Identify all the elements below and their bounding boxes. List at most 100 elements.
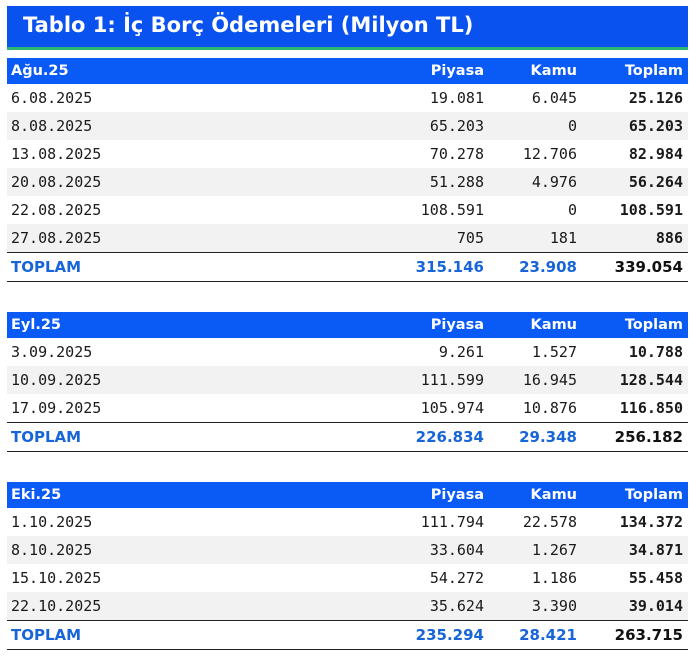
column-header-kamu: Kamu bbox=[530, 487, 577, 503]
period-label: Ağu.25 bbox=[11, 63, 69, 79]
kamu-cell: 3.390 bbox=[531, 597, 577, 615]
total-row: TOPLAM 226.834 29.348 256.182 bbox=[7, 422, 688, 452]
column-header-piyasa: Piyasa bbox=[430, 317, 484, 333]
period-label: Eyl.25 bbox=[11, 317, 62, 333]
date-cell: 17.09.2025 bbox=[11, 399, 102, 417]
total-toplam: 263.715 bbox=[614, 626, 683, 644]
table-header: Ağu.25 Piyasa Kamu Toplam bbox=[7, 58, 688, 84]
piyasa-cell: 111.599 bbox=[420, 371, 484, 389]
piyasa-cell: 54.272 bbox=[429, 569, 484, 587]
table-august: Ağu.25 Piyasa Kamu Toplam 6.08.2025 19.081 6.0… bbox=[7, 58, 688, 282]
kamu-cell: 181 bbox=[549, 229, 577, 247]
title-bar: Tablo 1: İç Borç Ödemeleri (Milyon TL) bbox=[7, 6, 688, 50]
total-label: TOPLAM bbox=[11, 258, 82, 276]
table-row: 22.10.2025 35.624 3.390 39.014 bbox=[7, 592, 688, 620]
toplam-cell: 39.014 bbox=[628, 597, 683, 615]
date-cell: 1.10.2025 bbox=[11, 513, 93, 531]
kamu-cell: 4.976 bbox=[531, 173, 577, 191]
table-row: 6.08.2025 19.081 6.045 25.126 bbox=[7, 84, 688, 112]
date-cell: 22.10.2025 bbox=[11, 597, 102, 615]
total-row: TOPLAM 235.294 28.421 263.715 bbox=[7, 620, 688, 650]
date-cell: 8.10.2025 bbox=[11, 541, 93, 559]
column-header-toplam: Toplam bbox=[624, 487, 683, 503]
date-cell: 6.08.2025 bbox=[11, 89, 93, 107]
piyasa-cell: 108.591 bbox=[420, 201, 484, 219]
piyasa-cell: 19.081 bbox=[429, 89, 484, 107]
total-kamu: 23.908 bbox=[519, 258, 577, 276]
kamu-cell: 1.267 bbox=[531, 541, 577, 559]
toplam-cell: 55.458 bbox=[628, 569, 683, 587]
table-row: 1.10.2025 111.794 22.578 134.372 bbox=[7, 508, 688, 536]
table-row: 20.08.2025 51.288 4.976 56.264 bbox=[7, 168, 688, 196]
date-cell: 10.09.2025 bbox=[11, 371, 102, 389]
toplam-cell: 34.871 bbox=[628, 541, 683, 559]
total-row: TOPLAM 315.146 23.908 339.054 bbox=[7, 252, 688, 282]
column-header-piyasa: Piyasa bbox=[430, 63, 484, 79]
column-header-kamu: Kamu bbox=[530, 317, 577, 333]
piyasa-cell: 35.624 bbox=[429, 597, 484, 615]
table-header: Eyl.25 Piyasa Kamu Toplam bbox=[7, 312, 688, 338]
total-kamu: 28.421 bbox=[519, 626, 577, 644]
kamu-cell: 1.527 bbox=[531, 343, 577, 361]
column-header-piyasa: Piyasa bbox=[430, 487, 484, 503]
piyasa-cell: 111.794 bbox=[420, 513, 484, 531]
period-label: Eki.25 bbox=[11, 487, 62, 503]
table-row: 13.08.2025 70.278 12.706 82.984 bbox=[7, 140, 688, 168]
column-header-kamu: Kamu bbox=[530, 63, 577, 79]
date-cell: 8.08.2025 bbox=[11, 117, 93, 135]
piyasa-cell: 9.261 bbox=[438, 343, 484, 361]
table-header: Eki.25 Piyasa Kamu Toplam bbox=[7, 482, 688, 508]
piyasa-cell: 705 bbox=[456, 229, 484, 247]
table-row: 17.09.2025 105.974 10.876 116.850 bbox=[7, 394, 688, 422]
total-toplam: 256.182 bbox=[614, 428, 683, 446]
column-header-toplam: Toplam bbox=[624, 63, 683, 79]
table-row: 3.09.2025 9.261 1.527 10.788 bbox=[7, 338, 688, 366]
toplam-cell: 128.544 bbox=[619, 371, 683, 389]
date-cell: 3.09.2025 bbox=[11, 343, 93, 361]
kamu-cell: 10.876 bbox=[522, 399, 577, 417]
table-september: Eyl.25 Piyasa Kamu Toplam 3.09.2025 9.261 1.52… bbox=[7, 312, 688, 452]
piyasa-cell: 105.974 bbox=[420, 399, 484, 417]
kamu-cell: 22.578 bbox=[522, 513, 577, 531]
toplam-cell: 116.850 bbox=[619, 399, 683, 417]
table-row: 8.10.2025 33.604 1.267 34.871 bbox=[7, 536, 688, 564]
toplam-cell: 108.591 bbox=[619, 201, 683, 219]
table-row: 15.10.2025 54.272 1.186 55.458 bbox=[7, 564, 688, 592]
page-title: Tablo 1: İç Borç Ödemeleri (Milyon TL) bbox=[23, 13, 474, 37]
date-cell: 27.08.2025 bbox=[11, 229, 102, 247]
date-cell: 22.08.2025 bbox=[11, 201, 102, 219]
total-piyasa: 226.834 bbox=[415, 428, 484, 446]
kamu-cell: 16.945 bbox=[522, 371, 577, 389]
toplam-cell: 65.203 bbox=[628, 117, 683, 135]
table-row: 27.08.2025 705 181 886 bbox=[7, 224, 688, 252]
total-piyasa: 315.146 bbox=[415, 258, 484, 276]
total-toplam: 339.054 bbox=[614, 258, 683, 276]
table-october: Eki.25 Piyasa Kamu Toplam 1.10.2025 111.794 22… bbox=[7, 482, 688, 650]
toplam-cell: 10.788 bbox=[628, 343, 683, 361]
date-cell: 20.08.2025 bbox=[11, 173, 102, 191]
kamu-cell: 0 bbox=[567, 117, 577, 135]
kamu-cell: 12.706 bbox=[522, 145, 577, 163]
kamu-cell: 6.045 bbox=[531, 89, 577, 107]
total-label: TOPLAM bbox=[11, 428, 82, 446]
piyasa-cell: 51.288 bbox=[429, 173, 484, 191]
kamu-cell: 1.186 bbox=[531, 569, 577, 587]
kamu-cell: 0 bbox=[567, 201, 577, 219]
total-kamu: 29.348 bbox=[519, 428, 577, 446]
date-cell: 15.10.2025 bbox=[11, 569, 102, 587]
toplam-cell: 56.264 bbox=[628, 173, 683, 191]
column-header-toplam: Toplam bbox=[624, 317, 683, 333]
toplam-cell: 134.372 bbox=[619, 513, 683, 531]
piyasa-cell: 33.604 bbox=[429, 541, 484, 559]
table-row: 10.09.2025 111.599 16.945 128.544 bbox=[7, 366, 688, 394]
toplam-cell: 886 bbox=[655, 229, 683, 247]
total-label: TOPLAM bbox=[11, 626, 82, 644]
date-cell: 13.08.2025 bbox=[11, 145, 102, 163]
piyasa-cell: 65.203 bbox=[429, 117, 484, 135]
toplam-cell: 82.984 bbox=[628, 145, 683, 163]
table-row: 8.08.2025 65.203 0 65.203 bbox=[7, 112, 688, 140]
piyasa-cell: 70.278 bbox=[429, 145, 484, 163]
table-row: 22.08.2025 108.591 0 108.591 bbox=[7, 196, 688, 224]
toplam-cell: 25.126 bbox=[628, 89, 683, 107]
total-piyasa: 235.294 bbox=[415, 626, 484, 644]
